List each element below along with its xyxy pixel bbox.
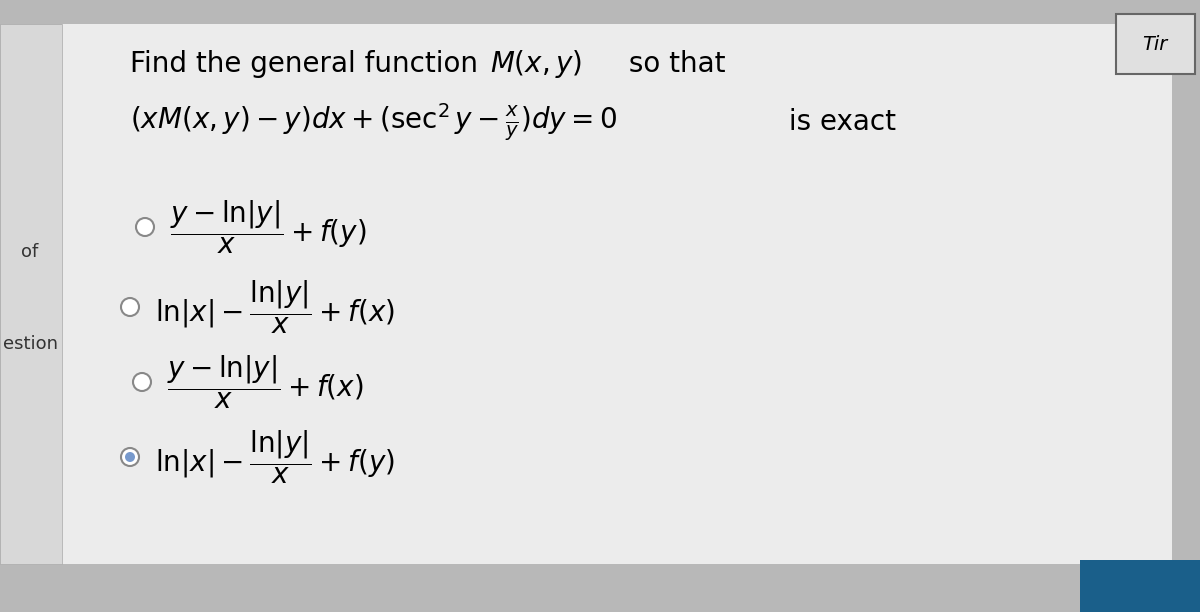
Text: $\ln|x| - \dfrac{\ln|y|}{x} + f(y)$: $\ln|x| - \dfrac{\ln|y|}{x} + f(y)$: [155, 428, 395, 486]
FancyBboxPatch shape: [1080, 560, 1200, 612]
Text: $M(x, y)$: $M(x, y)$: [490, 48, 582, 80]
Text: Find the general function: Find the general function: [130, 50, 487, 78]
Text: of: of: [22, 243, 38, 261]
Text: estion: estion: [2, 335, 58, 353]
Circle shape: [136, 218, 154, 236]
Text: $(xM(x, y) - y)dx + (\sec^2 y - \frac{x}{y})dy = 0$: $(xM(x, y) - y)dx + (\sec^2 y - \frac{x}…: [130, 102, 617, 143]
Text: Tir: Tir: [1142, 34, 1168, 53]
Text: is exact: is exact: [780, 108, 896, 136]
Circle shape: [121, 298, 139, 316]
Text: $\ln|x| - \dfrac{\ln|y|}{x} + f(x)$: $\ln|x| - \dfrac{\ln|y|}{x} + f(x)$: [155, 278, 395, 336]
Circle shape: [121, 448, 139, 466]
Text: so that: so that: [620, 50, 726, 78]
Text: $\dfrac{y-\ln|y|}{x} + f(x)$: $\dfrac{y-\ln|y|}{x} + f(x)$: [167, 353, 364, 411]
FancyBboxPatch shape: [1116, 14, 1195, 74]
Circle shape: [125, 452, 134, 462]
FancyBboxPatch shape: [0, 24, 62, 564]
Text: $\dfrac{y-\ln|y|}{x} + f(y)$: $\dfrac{y-\ln|y|}{x} + f(y)$: [170, 198, 366, 256]
Circle shape: [133, 373, 151, 391]
FancyBboxPatch shape: [62, 24, 1172, 564]
